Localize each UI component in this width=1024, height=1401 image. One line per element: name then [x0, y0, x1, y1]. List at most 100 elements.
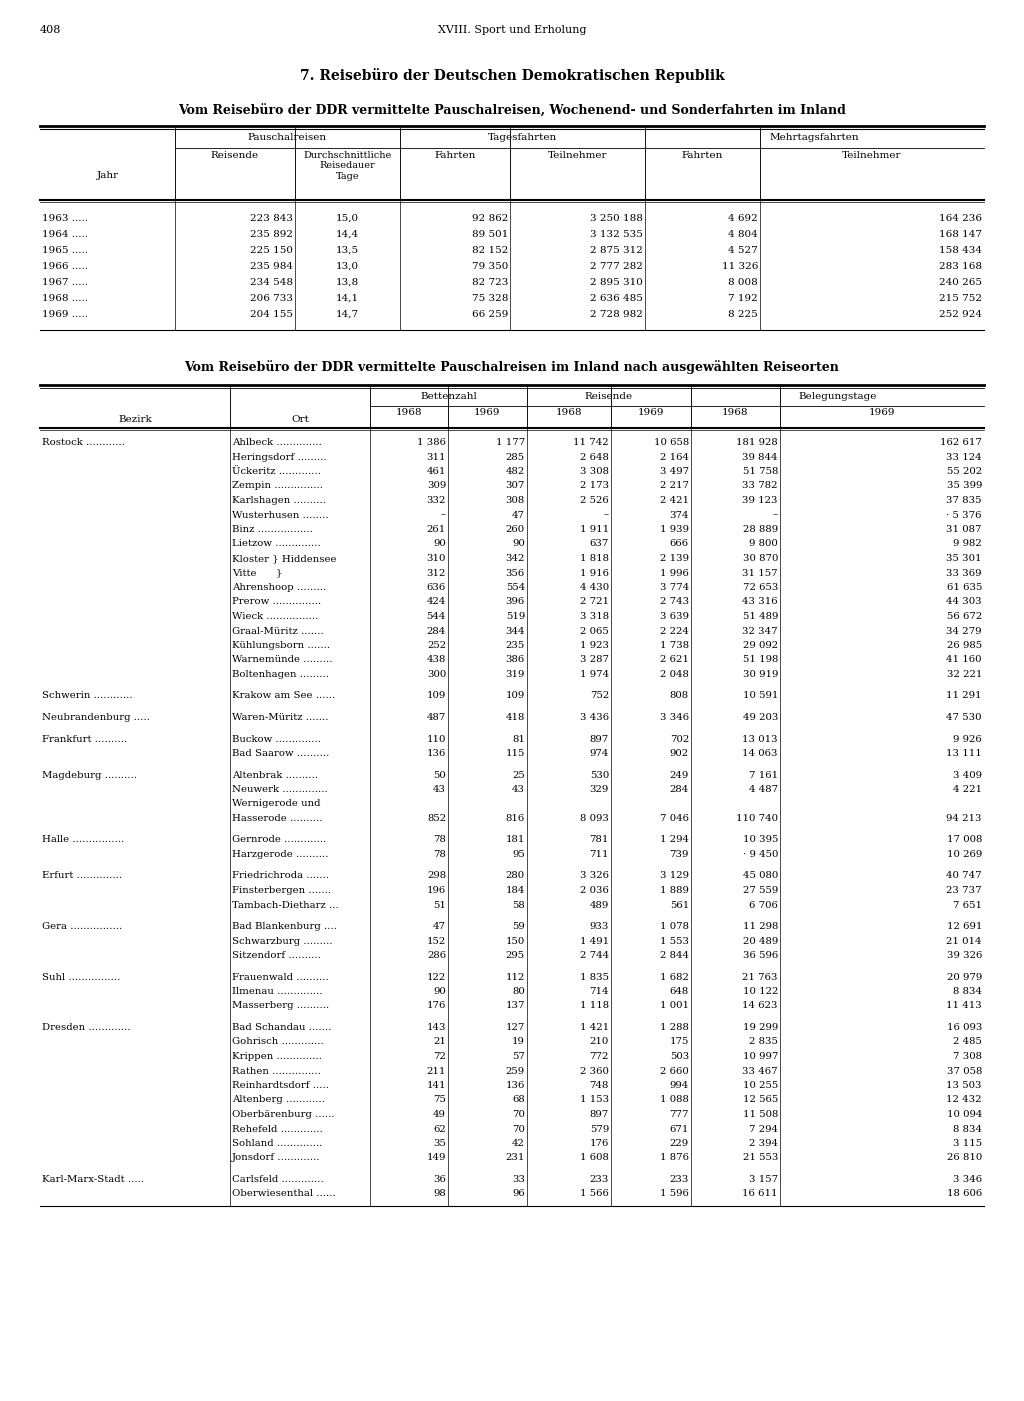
Text: 26 985: 26 985 — [947, 642, 982, 650]
Text: 33 124: 33 124 — [946, 453, 982, 461]
Text: XVIII. Sport und Erholung: XVIII. Sport und Erholung — [437, 25, 587, 35]
Text: Vom Reisebüro der DDR vermittelte Pauschalreisen im Inland nach ausgewählten Rei: Vom Reisebüro der DDR vermittelte Pausch… — [184, 360, 840, 374]
Text: 7 651: 7 651 — [953, 901, 982, 909]
Text: 772: 772 — [590, 1052, 609, 1061]
Text: 2 621: 2 621 — [660, 656, 689, 664]
Text: Krakow am See ......: Krakow am See ...... — [232, 692, 335, 700]
Text: 29 092: 29 092 — [742, 642, 778, 650]
Text: Belegungstage: Belegungstage — [799, 392, 877, 401]
Text: 110: 110 — [427, 734, 446, 744]
Text: 2 139: 2 139 — [660, 553, 689, 563]
Text: 12 691: 12 691 — [946, 922, 982, 932]
Text: 7 046: 7 046 — [660, 814, 689, 822]
Text: 51 489: 51 489 — [742, 612, 778, 621]
Text: Reinhardtsdorf .....: Reinhardtsdorf ..... — [232, 1082, 329, 1090]
Text: Bad Schandau .......: Bad Schandau ....... — [232, 1023, 332, 1033]
Text: 3 326: 3 326 — [580, 871, 609, 880]
Text: 897: 897 — [590, 1110, 609, 1119]
Text: 79 350: 79 350 — [472, 262, 508, 270]
Text: Bad Saarow ..........: Bad Saarow .......... — [232, 750, 330, 758]
Text: 15,0: 15,0 — [336, 214, 359, 223]
Text: Teilnehmer: Teilnehmer — [843, 151, 902, 160]
Text: 233: 233 — [590, 1175, 609, 1184]
Text: 3 497: 3 497 — [659, 467, 689, 476]
Text: Fahrten: Fahrten — [682, 151, 723, 160]
Text: Schwarzburg .........: Schwarzburg ......... — [232, 936, 333, 946]
Text: Vom Reisebüro der DDR vermittelte Pauschalreisen, Wochenend- und Sonderfahrten i: Vom Reisebüro der DDR vermittelte Pausch… — [178, 105, 846, 118]
Text: 1969 .....: 1969 ..... — [42, 310, 88, 319]
Text: 210: 210 — [590, 1038, 609, 1047]
Text: 1 566: 1 566 — [581, 1189, 609, 1198]
Text: Reisende: Reisende — [211, 151, 259, 160]
Text: 1 491: 1 491 — [580, 936, 609, 946]
Text: 3 409: 3 409 — [953, 771, 982, 779]
Text: 16 611: 16 611 — [742, 1189, 778, 1198]
Text: 55 202: 55 202 — [947, 467, 982, 476]
Text: 2 648: 2 648 — [581, 453, 609, 461]
Text: 994: 994 — [670, 1082, 689, 1090]
Text: 70: 70 — [512, 1125, 525, 1133]
Text: 519: 519 — [506, 612, 525, 621]
Text: 902: 902 — [670, 750, 689, 758]
Text: 68: 68 — [512, 1096, 525, 1104]
Text: 1 288: 1 288 — [660, 1023, 689, 1033]
Text: 33 369: 33 369 — [946, 569, 982, 577]
Text: 748: 748 — [590, 1082, 609, 1090]
Text: 332: 332 — [427, 496, 446, 504]
Text: 1 421: 1 421 — [580, 1023, 609, 1033]
Text: 637: 637 — [590, 539, 609, 549]
Text: 648: 648 — [670, 986, 689, 996]
Text: 98: 98 — [433, 1189, 446, 1198]
Text: 3 318: 3 318 — [580, 612, 609, 621]
Text: 1 889: 1 889 — [660, 885, 689, 895]
Text: 408: 408 — [40, 25, 61, 35]
Text: 8 834: 8 834 — [953, 1125, 982, 1133]
Text: 13 111: 13 111 — [946, 750, 982, 758]
Text: 489: 489 — [590, 901, 609, 909]
Text: 37 058: 37 058 — [946, 1066, 982, 1076]
Text: 175: 175 — [670, 1038, 689, 1047]
Text: 9 982: 9 982 — [953, 539, 982, 549]
Text: 1 916: 1 916 — [580, 569, 609, 577]
Text: Oberwiesenthal ......: Oberwiesenthal ...... — [232, 1189, 336, 1198]
Text: 11 291: 11 291 — [946, 692, 982, 700]
Text: 137: 137 — [506, 1002, 525, 1010]
Text: 43: 43 — [512, 785, 525, 794]
Text: 235: 235 — [506, 642, 525, 650]
Text: 438: 438 — [427, 656, 446, 664]
Text: Kloster } Hiddensee: Kloster } Hiddensee — [232, 553, 337, 563]
Text: 37 835: 37 835 — [946, 496, 982, 504]
Text: 7. Reisebüro der Deutschen Demokratischen Republik: 7. Reisebüro der Deutschen Demokratische… — [300, 69, 724, 83]
Text: Suhl ................: Suhl ................ — [42, 972, 121, 982]
Text: 4 804: 4 804 — [728, 230, 758, 240]
Text: 62: 62 — [433, 1125, 446, 1133]
Text: 33 467: 33 467 — [742, 1066, 778, 1076]
Text: 259: 259 — [506, 1066, 525, 1076]
Text: Ort: Ort — [291, 415, 309, 425]
Text: 31 157: 31 157 — [742, 569, 778, 577]
Text: 7 308: 7 308 — [953, 1052, 982, 1061]
Text: 36: 36 — [433, 1175, 446, 1184]
Text: 181 928: 181 928 — [736, 439, 778, 447]
Text: Sitzendorf ..........: Sitzendorf .......... — [232, 951, 321, 960]
Text: Pauschalreisen: Pauschalreisen — [248, 133, 327, 142]
Text: Ahlbeck ..............: Ahlbeck .............. — [232, 439, 322, 447]
Text: 7 192: 7 192 — [728, 294, 758, 303]
Text: Sohland ..............: Sohland .............. — [232, 1139, 323, 1147]
Text: Harzgerode ..........: Harzgerode .......... — [232, 850, 329, 859]
Text: 2 360: 2 360 — [581, 1066, 609, 1076]
Text: 777: 777 — [670, 1110, 689, 1119]
Text: Frauenwald ..........: Frauenwald .......... — [232, 972, 329, 982]
Text: 42: 42 — [512, 1139, 525, 1147]
Text: Karlshagen ..........: Karlshagen .......... — [232, 496, 326, 504]
Text: 66 259: 66 259 — [472, 310, 508, 319]
Text: 51: 51 — [433, 901, 446, 909]
Text: 184: 184 — [506, 885, 525, 895]
Text: Jahr: Jahr — [96, 171, 119, 179]
Text: 3 115: 3 115 — [953, 1139, 982, 1147]
Text: 3 129: 3 129 — [660, 871, 689, 880]
Text: 461: 461 — [427, 467, 446, 476]
Text: 1 911: 1 911 — [580, 525, 609, 534]
Text: Rostock ............: Rostock ............ — [42, 439, 125, 447]
Text: 1 078: 1 078 — [660, 922, 689, 932]
